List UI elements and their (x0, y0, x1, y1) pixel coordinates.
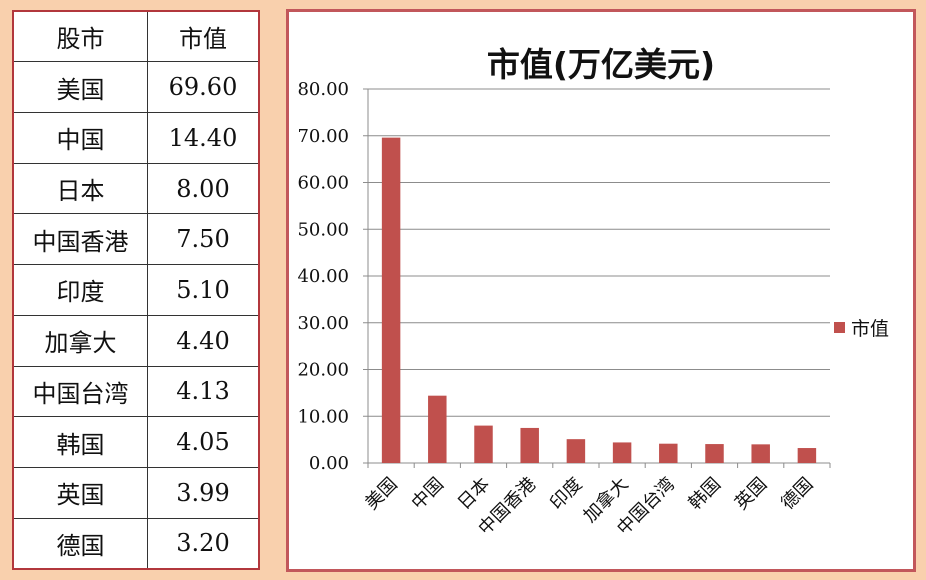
table-row: 中国香港 7.50 (14, 213, 258, 266)
row-value: 8.00 (147, 162, 258, 215)
row-name: 美国 (14, 61, 148, 114)
table-row: 德国 3.20 (14, 517, 258, 568)
market-cap-table-grid: 股市 市值 美国 69.60 中国 14.40 日本 8.00 中国香港 7.5… (14, 12, 258, 568)
y-tick-label: 80.00 (297, 79, 349, 100)
chart-title: 市值(万亿美元) (486, 45, 716, 84)
bar (659, 443, 678, 463)
bar (428, 395, 447, 463)
x-tick-label: 中国 (408, 474, 448, 514)
row-value: 3.20 (147, 517, 258, 568)
header-cap: 市值 (147, 12, 258, 63)
y-tick-label: 60.00 (297, 173, 349, 194)
table-row: 韩国 4.05 (14, 416, 258, 468)
bar (797, 448, 817, 463)
table-row: 中国 14.40 (14, 112, 258, 164)
bar-chart: 0.00 10.00 20.00 30.00 40.00 50.00 60.00 70.00 8… (297, 79, 831, 539)
row-name: 加拿大 (14, 314, 148, 367)
table-header-row: 股市 市值 (14, 12, 258, 63)
table-row: 美国 69.60 (14, 61, 258, 114)
bar (612, 442, 632, 463)
row-name: 中国香港 (14, 213, 148, 266)
table-row: 中国台湾 4.13 (14, 365, 258, 418)
legend-swatch (834, 322, 845, 333)
y-tick-label: 30.00 (297, 313, 349, 334)
x-tick-label: 印度 (546, 474, 586, 514)
x-tick-label: 德国 (777, 474, 817, 514)
bar (705, 444, 724, 463)
table-row: 日本 8.00 (14, 162, 258, 215)
chart-legend: 市值 (834, 314, 889, 341)
row-value: 7.50 (147, 213, 258, 266)
row-value: 5.10 (147, 264, 258, 316)
y-tick-label: 40.00 (297, 266, 349, 287)
row-name: 日本 (14, 162, 148, 215)
y-tick-label: 70.00 (297, 126, 349, 147)
x-tick-label: 日本 (454, 474, 494, 514)
row-value: 14.40 (147, 112, 258, 164)
row-name: 中国台湾 (14, 365, 148, 418)
market-cap-table: 股市 市值 美国 69.60 中国 14.40 日本 8.00 中国香港 7.5… (12, 10, 260, 570)
row-value: 4.05 (147, 416, 258, 468)
y-tick-label: 50.00 (297, 219, 349, 240)
chart-panel: 市值(万亿美元) 0.00 10.00 20.00 30.00 40.00 50.00 60… (286, 9, 916, 572)
bar (751, 444, 770, 463)
row-name: 英国 (14, 466, 148, 519)
y-tick-label: 0.00 (309, 453, 349, 474)
x-tick-label: 韩国 (685, 474, 725, 514)
row-value: 4.40 (147, 314, 258, 367)
row-name: 韩国 (14, 416, 148, 468)
row-name: 印度 (14, 264, 148, 316)
row-value: 3.99 (147, 466, 258, 519)
legend-label: 市值 (851, 318, 890, 340)
x-tick-label: 英国 (731, 474, 771, 514)
table-row: 英国 3.99 (14, 466, 258, 519)
table-row: 印度 5.10 (14, 264, 258, 316)
x-tick-label: 美国 (361, 474, 401, 514)
y-tick-label: 20.00 (297, 360, 349, 381)
y-tick-label: 10.00 (297, 406, 349, 427)
row-value: 4.13 (147, 365, 258, 418)
row-name: 中国 (14, 112, 148, 164)
bar (381, 137, 401, 463)
bar (520, 427, 539, 463)
row-value: 69.60 (147, 61, 258, 114)
row-name: 德国 (14, 517, 148, 568)
header-market: 股市 (14, 12, 148, 63)
bar (566, 439, 586, 463)
bar (474, 425, 493, 463)
table-row: 加拿大 4.40 (14, 314, 258, 367)
